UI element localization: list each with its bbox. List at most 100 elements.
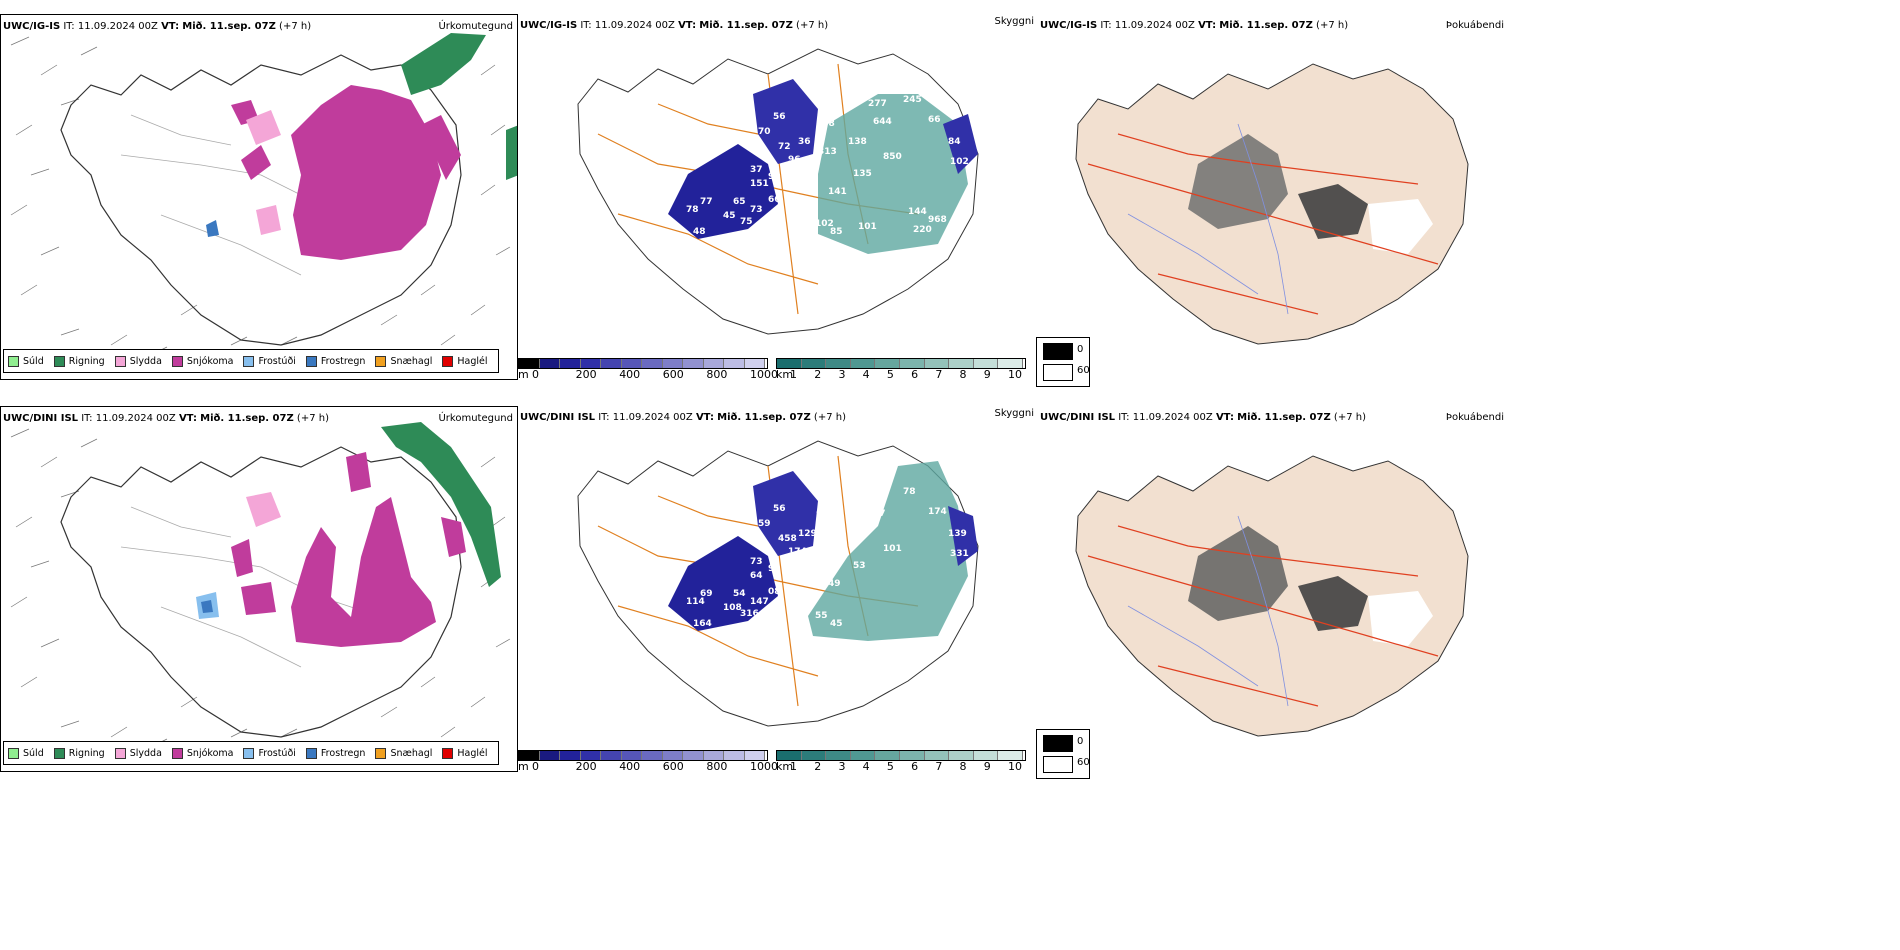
colorbar-tick: 400 (619, 760, 641, 772)
cloud-value-label: 69 (700, 589, 713, 599)
it-label: IT: (1100, 20, 1112, 31)
cloud-value-label: 36 (798, 137, 811, 147)
legend-label: Snjókoma (186, 355, 234, 367)
it-label: IT: (63, 21, 75, 32)
colorbar-tick: 0 (532, 760, 539, 772)
precip-title-top: Úrkomutegund (438, 21, 513, 32)
cloud-value-label: 138 (848, 137, 867, 147)
legend-label: Slydda (129, 747, 162, 759)
fog-legend-value: 0 (1077, 344, 1084, 355)
legend-label: Haglél (457, 747, 488, 759)
colorbar-bin (560, 751, 581, 760)
cloud-value-label: 458 (778, 534, 797, 544)
colorbar-bin (899, 751, 925, 760)
colorbar-strip (518, 358, 768, 369)
legend-swatch (53, 355, 65, 367)
legend-item: Haglél (442, 355, 488, 367)
colorbar-bin (744, 751, 765, 760)
colorbar-bin (875, 359, 900, 368)
cloud-value-label: 101 (883, 544, 902, 554)
cloud-value-label: 53 (853, 561, 866, 571)
cloud-panel-bottom: 56 59 458 129 174 60 79 102 78 77 174 159 139 101 331 9… (518, 406, 1038, 772)
colorbar-bin (899, 359, 925, 368)
colorbar-bin (703, 359, 724, 368)
lead-time: (+7 h) (813, 412, 846, 423)
cloud-value-label: 850 (883, 152, 902, 162)
colorbar-bin (850, 359, 876, 368)
cloud-value-label: 77 (873, 509, 886, 519)
vt-value: Mið. 11.sep. 07Z (182, 21, 276, 32)
cloud-header-bottom: UWC/DINI ISL IT: 11.09.2024 00Z VT: Mið.… (520, 412, 846, 423)
legend-label: Frostúði (258, 747, 296, 759)
legend-item: Frostúði (243, 747, 296, 759)
colorbar-tick: 8 (959, 368, 967, 380)
colorbar-tick: 4 (862, 368, 870, 380)
legend-swatch (114, 747, 126, 759)
fog-panel-top: UWC/IG-IS IT: 11.09.2024 00Z VT: Mið. 11… (1038, 14, 1508, 380)
precip-title-bottom: Úrkomutegund (438, 413, 513, 424)
precip-type-panel-bottom: UWC/DINI ISL IT: 11.09.2024 00Z VT: Mið.… (0, 406, 518, 772)
legend-swatch (171, 355, 183, 367)
colorbar-tick: 10 (1008, 368, 1022, 380)
cloud-value-label: 54 (733, 589, 746, 599)
legend-swatch (305, 355, 317, 367)
iceland-outline (60, 54, 462, 346)
fog-header-top: UWC/IG-IS IT: 11.09.2024 00Z VT: Mið. 11… (1040, 20, 1348, 31)
colorbar-tick: 1 (790, 368, 797, 380)
it-value: 11.09.2024 00Z (1114, 20, 1195, 31)
precip-map-bottom (10, 422, 511, 748)
precip-legend-bottom: Súld Rigning Slydda Snjókoma Frostúði Frostre… (3, 741, 499, 765)
colorbar-tick: 4 (862, 760, 870, 772)
cloud-value-label: 245 (903, 95, 922, 105)
colorbar-bin (519, 751, 540, 760)
vt-value: Mið. 11.sep. 07Z (200, 413, 294, 424)
cloud-value-label: 85 (830, 227, 843, 237)
cloud-base-colorbar-bottom: m 0 200 400 600 800 1000 (518, 750, 778, 772)
cloud-value-label: 174 (928, 507, 947, 517)
colorbar-bin (777, 359, 802, 368)
cloud-value-label: 159 (848, 529, 867, 539)
fog-map-bottom (1075, 455, 1469, 737)
colorbar-bin (973, 751, 999, 760)
cloud-value-label: 60 (818, 539, 831, 549)
vt-label: VT: (161, 21, 180, 32)
colorbar-strip (776, 750, 1026, 761)
cloud-value-label: 56 (773, 504, 786, 514)
cloud-value-label: 45 (830, 619, 843, 629)
model-name: UWC/DINI ISL (3, 413, 79, 424)
colorbar-tick: 6 (911, 760, 919, 772)
cloud-value-label: 66 (768, 195, 781, 205)
colorbar-bin (924, 359, 950, 368)
precip-legend-top: Súld Rigning Slydda Snjókoma Frostúði Frostre… (3, 349, 499, 373)
colorbar-unit: km (776, 760, 794, 772)
cloud-value-label: 49 (828, 579, 841, 589)
legend-label: Haglél (457, 355, 488, 367)
legend-label: Frostregn (320, 355, 366, 367)
legend-item: Frostúði (243, 355, 296, 367)
fog-legend-bottom: 0 60 (1036, 729, 1090, 779)
colorbar-bin (621, 751, 642, 760)
colorbar-tick: 5 (886, 368, 894, 380)
model-name: UWC/IG-IS (3, 21, 61, 32)
colorbar-bin (826, 751, 851, 760)
fog-legend-value: 60 (1077, 757, 1090, 768)
cloud-value-label: 45 (723, 211, 736, 221)
visibility-colorbar-top: km 1 2 3 4 5 6 7 8 9 10 (776, 358, 1038, 380)
colorbar-bin (777, 751, 802, 760)
fog-map-top (1075, 63, 1469, 345)
colorbar-bin (949, 359, 974, 368)
colorbar-unit: m (518, 368, 529, 380)
colorbar-bin (744, 359, 765, 368)
cloud-value-label: 108 (723, 603, 742, 613)
precip-map-top (10, 33, 517, 356)
colorbar-bin (601, 751, 622, 760)
cloud-value-label: 277 (868, 99, 887, 109)
legend-item: Súld (8, 355, 44, 367)
colorbar-bin (998, 751, 1023, 760)
precip-header-bottom: UWC/DINI ISL IT: 11.09.2024 00Z VT: Mið.… (3, 413, 329, 424)
colorbar-bin (826, 359, 851, 368)
colorbar-bin (642, 359, 663, 368)
colorbar-tick: 3 (838, 760, 846, 772)
cloud-value-label: 70 (758, 127, 771, 137)
